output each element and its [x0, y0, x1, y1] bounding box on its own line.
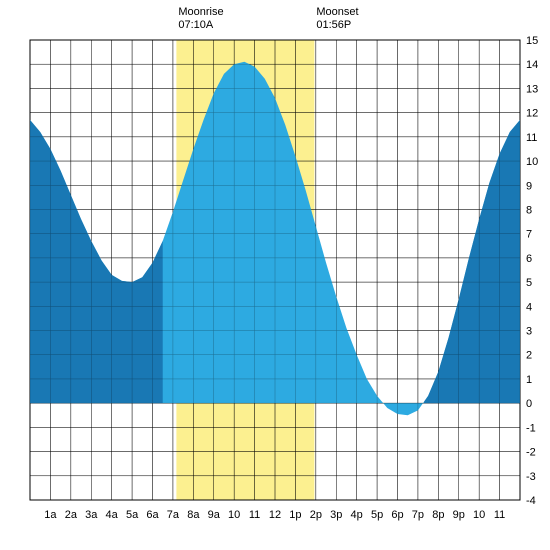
svg-text:14: 14: [526, 59, 538, 71]
svg-text:7p: 7p: [412, 509, 424, 521]
svg-text:0: 0: [526, 398, 532, 410]
svg-text:13: 13: [526, 83, 538, 95]
svg-text:11: 11: [526, 132, 537, 144]
svg-text:-1: -1: [526, 422, 536, 434]
svg-text:3p: 3p: [330, 509, 342, 521]
svg-text:15: 15: [526, 35, 538, 47]
svg-text:5a: 5a: [126, 509, 139, 521]
moonrise-title: Moonrise: [178, 6, 223, 19]
svg-text:10: 10: [473, 509, 485, 521]
svg-text:6: 6: [526, 253, 532, 265]
svg-text:-3: -3: [526, 471, 536, 483]
svg-text:2a: 2a: [65, 509, 78, 521]
svg-text:4p: 4p: [351, 509, 363, 521]
svg-text:4: 4: [526, 301, 532, 313]
svg-text:9a: 9a: [208, 509, 221, 521]
svg-text:6p: 6p: [391, 509, 403, 521]
moonrise-time: 07:10A: [178, 19, 223, 32]
svg-text:1: 1: [526, 374, 532, 386]
svg-text:8: 8: [526, 204, 532, 216]
svg-text:10: 10: [526, 156, 538, 168]
svg-text:1a: 1a: [44, 509, 57, 521]
chart-svg: -4-3-2-101234567891011121314151a2a3a4a5a…: [0, 0, 550, 550]
svg-text:11: 11: [494, 509, 505, 521]
svg-text:9p: 9p: [453, 509, 465, 521]
svg-text:12: 12: [269, 509, 281, 521]
svg-text:5: 5: [526, 277, 532, 289]
svg-text:1p: 1p: [289, 509, 301, 521]
svg-text:2: 2: [526, 350, 532, 362]
moonset-time: 01:56P: [316, 19, 358, 32]
svg-text:3a: 3a: [85, 509, 98, 521]
svg-text:11: 11: [249, 509, 260, 521]
moonrise-label: Moonrise 07:10A: [178, 6, 223, 32]
svg-text:10: 10: [228, 509, 240, 521]
svg-text:5p: 5p: [371, 509, 383, 521]
moonset-label: Moonset 01:56P: [316, 6, 358, 32]
moonset-title: Moonset: [316, 6, 358, 19]
svg-text:2p: 2p: [310, 509, 322, 521]
svg-text:7: 7: [526, 229, 532, 241]
svg-text:6a: 6a: [146, 509, 159, 521]
svg-text:-4: -4: [526, 495, 536, 507]
svg-text:-2: -2: [526, 447, 536, 459]
svg-text:7a: 7a: [167, 509, 180, 521]
svg-text:12: 12: [526, 108, 538, 120]
tide-chart: -4-3-2-101234567891011121314151a2a3a4a5a…: [0, 0, 550, 550]
svg-text:3: 3: [526, 326, 532, 338]
svg-text:4a: 4a: [106, 509, 119, 521]
svg-text:9: 9: [526, 180, 532, 192]
svg-text:8p: 8p: [432, 509, 444, 521]
svg-text:8a: 8a: [187, 509, 200, 521]
